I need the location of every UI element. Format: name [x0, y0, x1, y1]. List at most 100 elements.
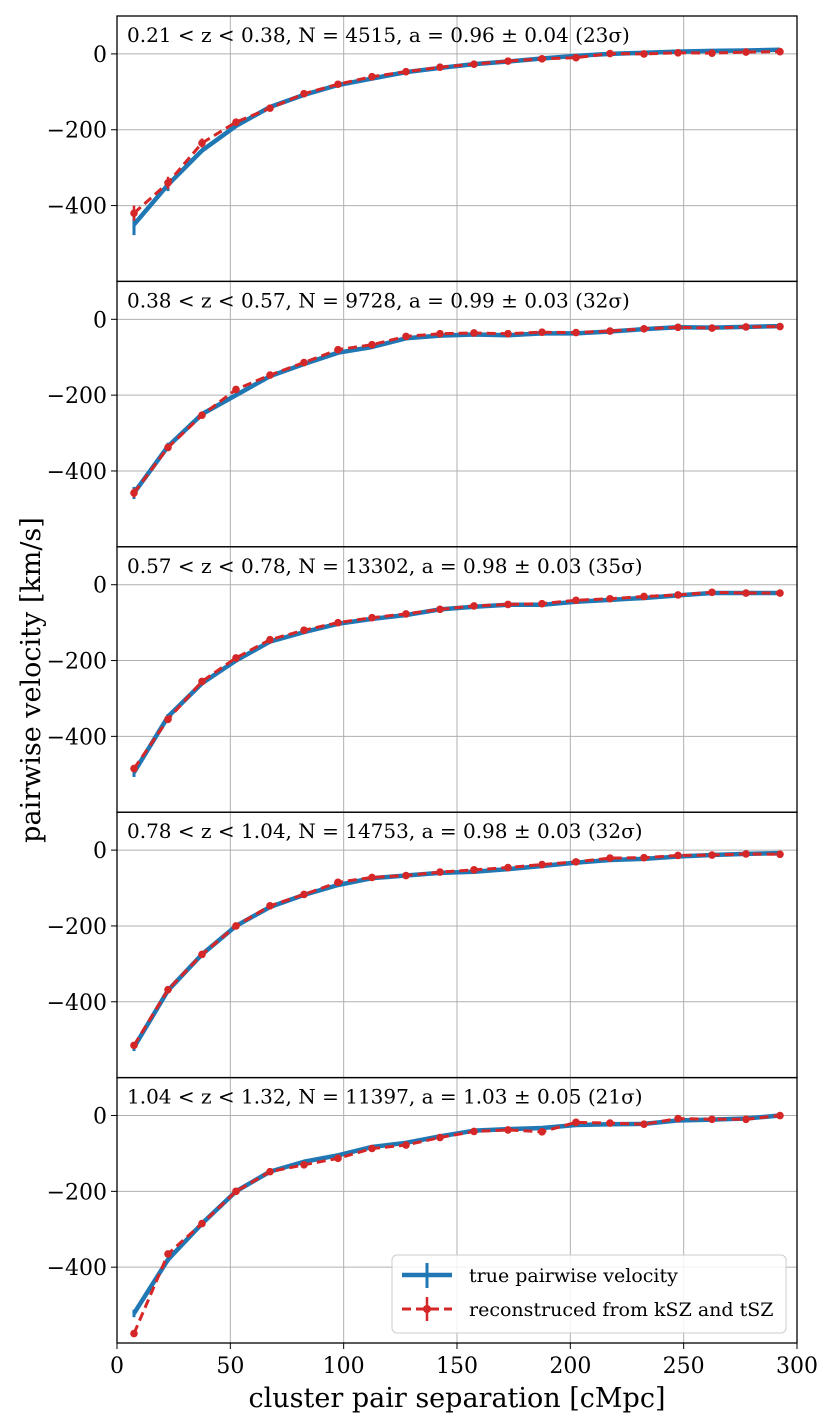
series-line-reconstructed [132, 1114, 781, 1335]
point-reconstructed [538, 599, 546, 608]
point-reconstructed [334, 878, 342, 887]
point-reconstructed [368, 613, 376, 622]
point-reconstructed [198, 1219, 206, 1228]
x-tick-label: 0 [110, 1354, 124, 1379]
point-reconstructed [300, 890, 308, 899]
panel-annotation: 0.57 < z < 0.78, N = 13302, a = 0.98 ± 0… [127, 554, 643, 578]
point-reconstructed [640, 324, 648, 333]
y-tick-label: −400 [47, 1256, 107, 1281]
point-reconstructed [198, 411, 206, 420]
point-reconstructed [606, 854, 614, 862]
legend-frame [391, 1254, 787, 1334]
point-reconstructed [606, 327, 614, 335]
point-reconstructed [470, 329, 478, 337]
x-tick-label: 100 [323, 1354, 365, 1379]
point-reconstructed [538, 860, 546, 869]
point-reconstructed [232, 118, 240, 126]
point-reconstructed [674, 323, 682, 332]
point-reconstructed [300, 1161, 308, 1169]
point-reconstructed [368, 340, 376, 349]
point-reconstructed [742, 589, 750, 597]
y-tick-label: 0 [93, 308, 107, 333]
point-reconstructed [164, 715, 172, 724]
point-reconstructed [674, 48, 682, 57]
point-reconstructed [742, 850, 750, 858]
x-tick-label: 300 [776, 1354, 818, 1379]
point-reconstructed [232, 1187, 240, 1196]
x-tick-label: 150 [436, 1354, 478, 1379]
point-reconstructed [436, 605, 444, 614]
point-reconstructed [708, 1115, 716, 1124]
point-reconstructed [164, 1250, 172, 1258]
point-reconstructed [266, 902, 274, 910]
point-reconstructed [198, 950, 206, 959]
point-reconstructed [402, 332, 410, 341]
y-tick-label: 0 [93, 1105, 107, 1130]
point-reconstructed [572, 858, 580, 866]
point-reconstructed [504, 1126, 512, 1134]
point-reconstructed [334, 1154, 342, 1163]
x-tick-label: 250 [663, 1354, 705, 1379]
point-reconstructed [606, 1119, 614, 1127]
y-tick-label: −200 [47, 119, 107, 144]
point-reconstructed [776, 322, 784, 331]
legend-swatch-reconstructed [402, 1297, 452, 1321]
point-reconstructed [130, 764, 138, 773]
y-tick-label: −200 [47, 384, 107, 409]
panel-2: −400 −200 0 0.38 < z < 0.57, N = 9728, a = … [47, 280, 798, 548]
point-reconstructed [130, 1329, 138, 1338]
point-reconstructed [504, 57, 512, 65]
point-reconstructed [164, 443, 172, 452]
point-reconstructed [708, 588, 716, 597]
panel-annotation: 0.38 < z < 0.57, N = 9728, a = 0.99 ± 0.… [127, 288, 630, 312]
point-reconstructed [266, 104, 274, 112]
panel-3: −400 −200 0 0.57 < z < 0.78, N = 13302, a =… [47, 546, 798, 813]
legend: true pairwise velocity reconstruced from… [391, 1254, 787, 1334]
point-reconstructed [504, 329, 512, 338]
y-tick-label: 0 [93, 839, 107, 864]
y-tick-label: −200 [47, 650, 107, 675]
point-reconstructed [436, 329, 444, 338]
point-reconstructed [198, 139, 206, 147]
point-reconstructed [504, 600, 512, 609]
point-reconstructed [572, 328, 580, 337]
point-reconstructed [776, 850, 784, 859]
series-line-reconstructed [133, 50, 781, 215]
series-line-reconstructed [132, 852, 781, 1047]
y-tick-label: −400 [47, 195, 107, 220]
point-reconstructed [640, 592, 648, 601]
point-reconstructed [606, 594, 614, 603]
point-reconstructed [640, 1120, 648, 1129]
y-tick-label: −400 [47, 991, 107, 1016]
point-reconstructed [606, 49, 614, 58]
point-reconstructed [334, 345, 342, 354]
point-reconstructed [232, 654, 240, 662]
panel-annotation: 0.21 < z < 0.38, N = 4515, a = 0.96 ± 0.… [127, 23, 630, 47]
point-reconstructed [504, 863, 512, 872]
point-reconstructed [742, 323, 750, 331]
point-reconstructed [436, 1133, 444, 1142]
panel-annotation: 0.78 < z < 1.04, N = 14753, a = 0.98 ± 0… [127, 819, 643, 843]
x-axis-ticks: 0 50 100 150 200 250 300 [110, 1343, 818, 1379]
y-tick-label: 0 [93, 43, 107, 68]
point-reconstructed [708, 49, 716, 57]
point-reconstructed [164, 179, 172, 187]
point-reconstructed [640, 50, 648, 58]
y-tick-label: −200 [47, 915, 107, 940]
point-reconstructed [402, 871, 410, 880]
point-reconstructed [470, 1127, 478, 1136]
point-reconstructed [130, 209, 138, 217]
point-reconstructed [368, 72, 376, 81]
x-tick-label: 50 [216, 1354, 244, 1379]
point-reconstructed [572, 596, 580, 605]
point-reconstructed [538, 1128, 546, 1136]
point-reconstructed [300, 89, 308, 98]
point-reconstructed [674, 851, 682, 860]
point-reconstructed [538, 328, 546, 337]
point-reconstructed [538, 55, 546, 63]
point-reconstructed [776, 47, 784, 56]
point-reconstructed [232, 385, 240, 394]
y-tick-label: −200 [47, 1180, 107, 1205]
panels-group: −400 −200 0 0.21 < z < 0.38, N = 4515, a = … [47, 15, 798, 1344]
